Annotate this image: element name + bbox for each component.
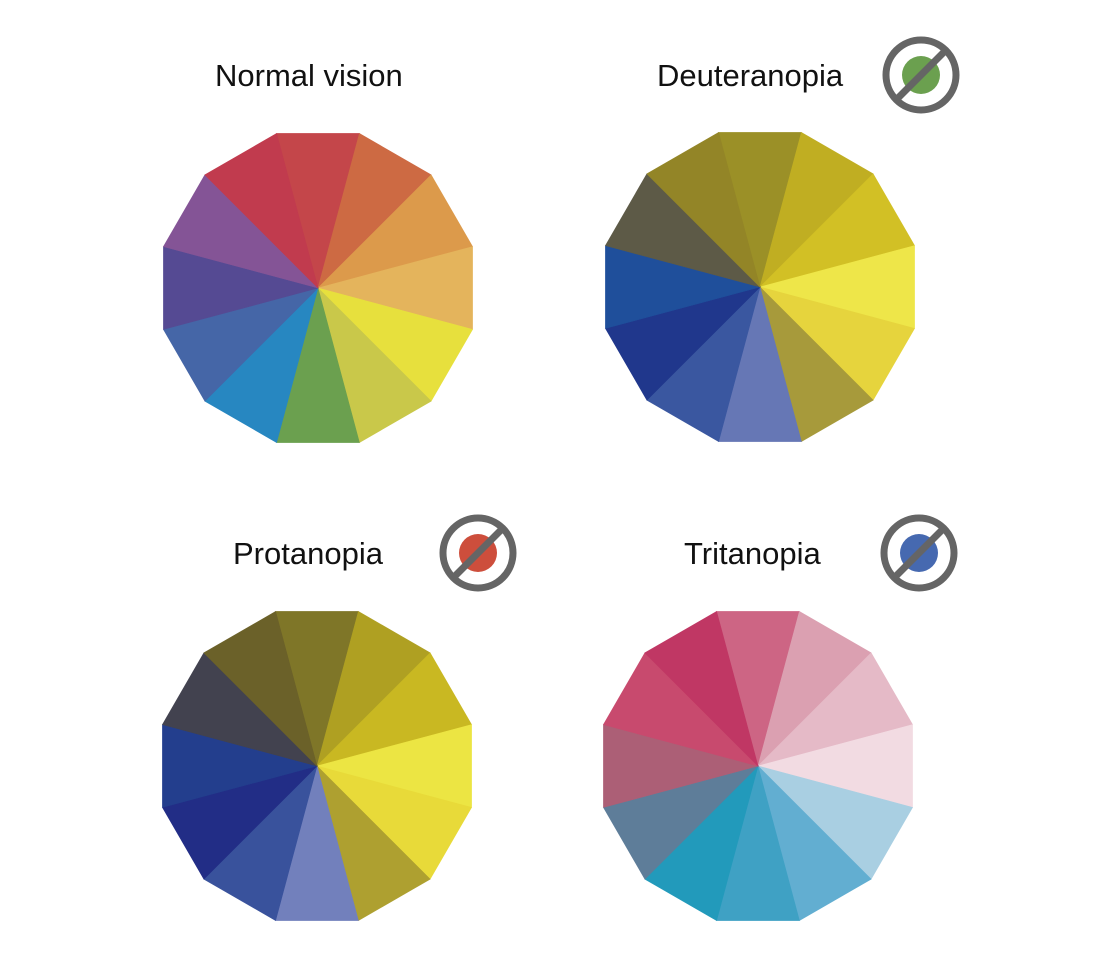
wheel-segment-normal-12 [204, 132, 319, 290]
title-tritanopia: Tritanopia [684, 536, 821, 571]
color-wheel-tritanopia [602, 610, 914, 922]
color-wheel-normal-vision [162, 132, 474, 444]
wheel-segment-deut-12 [646, 131, 761, 289]
no-green-icon [882, 36, 960, 114]
title-deuteranopia: Deuteranopia [657, 58, 844, 93]
no-blue-icon [880, 514, 958, 592]
wheel-segment-trit-12 [644, 610, 759, 768]
title-protanopia: Protanopia [233, 536, 383, 571]
no-red-icon [439, 514, 517, 592]
color-wheel-protanopia [161, 610, 473, 922]
wheel-segment-prot-12 [203, 610, 318, 768]
color-wheel-deuteranopia [604, 131, 916, 443]
title-normal-vision: Normal vision [215, 58, 403, 93]
